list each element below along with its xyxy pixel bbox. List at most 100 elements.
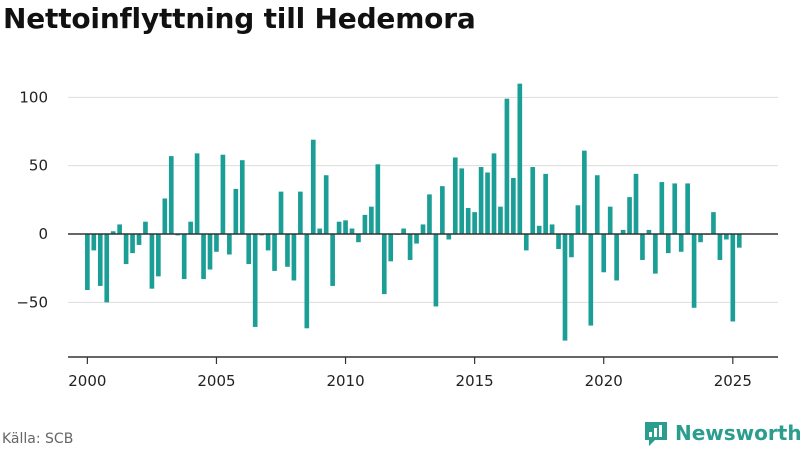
bar (156, 234, 161, 277)
bar (414, 234, 419, 244)
bar (588, 234, 594, 326)
bar (549, 224, 555, 234)
bar (691, 234, 697, 308)
bar (465, 208, 471, 234)
bar (252, 234, 258, 327)
bar (130, 234, 135, 254)
bar (356, 234, 361, 243)
bar (381, 234, 387, 295)
x-tick-label: 2015 (456, 372, 494, 390)
bar (433, 234, 439, 307)
bar (149, 234, 155, 289)
bar (136, 234, 142, 245)
bar (278, 191, 284, 234)
bar (511, 177, 516, 234)
bar (698, 234, 703, 243)
bar (304, 234, 310, 329)
bar (459, 168, 465, 234)
bar (678, 234, 684, 252)
x-axis-ticks: 2000 2005 2010 2015 2020 2025 (68, 357, 752, 390)
bar (665, 234, 671, 254)
bar (582, 150, 587, 234)
bar (110, 231, 116, 234)
bar (343, 220, 348, 234)
bar (472, 212, 477, 234)
bar (575, 205, 581, 234)
bar (407, 234, 413, 260)
bar (517, 83, 523, 234)
bar (117, 224, 122, 234)
bar (736, 234, 742, 248)
bar (143, 221, 148, 234)
bar (498, 206, 503, 234)
bar (536, 225, 542, 234)
bar (349, 228, 355, 234)
bar (181, 234, 187, 280)
bar (523, 234, 529, 251)
bar (562, 234, 568, 341)
bar (653, 234, 658, 274)
y-tick-label: 0 (38, 225, 48, 243)
bar (323, 175, 329, 234)
brand-name: Newsworthy (675, 421, 800, 445)
brand-logo: Newsworthy (643, 418, 800, 448)
bar (401, 228, 406, 234)
bar (207, 234, 213, 270)
bar (485, 172, 490, 234)
bar (369, 206, 374, 234)
bar (530, 167, 536, 234)
bar (239, 160, 245, 234)
bar (291, 234, 297, 281)
bar (375, 164, 381, 234)
bar (633, 173, 639, 234)
bar (362, 214, 368, 234)
bar (194, 153, 200, 234)
y-axis-ticks: 100 50 0 −50 (16, 88, 48, 311)
bar (627, 197, 632, 234)
newsworthy-logo-icon (645, 422, 667, 446)
bar (214, 234, 219, 252)
bar (336, 221, 342, 234)
bar (388, 234, 394, 262)
bar (646, 229, 652, 234)
bars (85, 83, 742, 341)
bar (220, 154, 226, 234)
bar (614, 234, 619, 281)
bar (265, 234, 271, 251)
bar (188, 221, 193, 234)
bar (672, 183, 678, 234)
bar (168, 156, 174, 234)
bar (310, 139, 316, 234)
bar (317, 228, 323, 234)
bar (330, 234, 335, 286)
bar (452, 157, 458, 234)
x-tick-label: 2005 (197, 372, 235, 390)
bar (543, 173, 548, 234)
bar (607, 206, 613, 234)
bar (285, 234, 290, 267)
bar (640, 234, 645, 260)
x-tick-label: 2000 (68, 372, 106, 390)
bar (246, 234, 252, 265)
bar (601, 234, 607, 273)
x-tick-label: 2025 (714, 372, 752, 390)
bar (298, 191, 303, 234)
bar (504, 98, 510, 234)
bar (594, 175, 600, 234)
bar (97, 234, 103, 286)
x-tick-label: 2020 (585, 372, 623, 390)
bar (272, 234, 277, 271)
source-note: Källa: SCB (2, 431, 74, 447)
bar (446, 234, 452, 240)
bar (711, 212, 716, 234)
bar (730, 234, 736, 322)
bar (685, 183, 690, 234)
y-tick-label: −50 (16, 293, 48, 311)
chart-title: Nettoinflyttning till Hedemora (3, 2, 476, 35)
bar (233, 188, 239, 234)
bar (162, 198, 168, 234)
bar (717, 234, 723, 260)
bar (91, 234, 97, 251)
bar (104, 234, 110, 303)
